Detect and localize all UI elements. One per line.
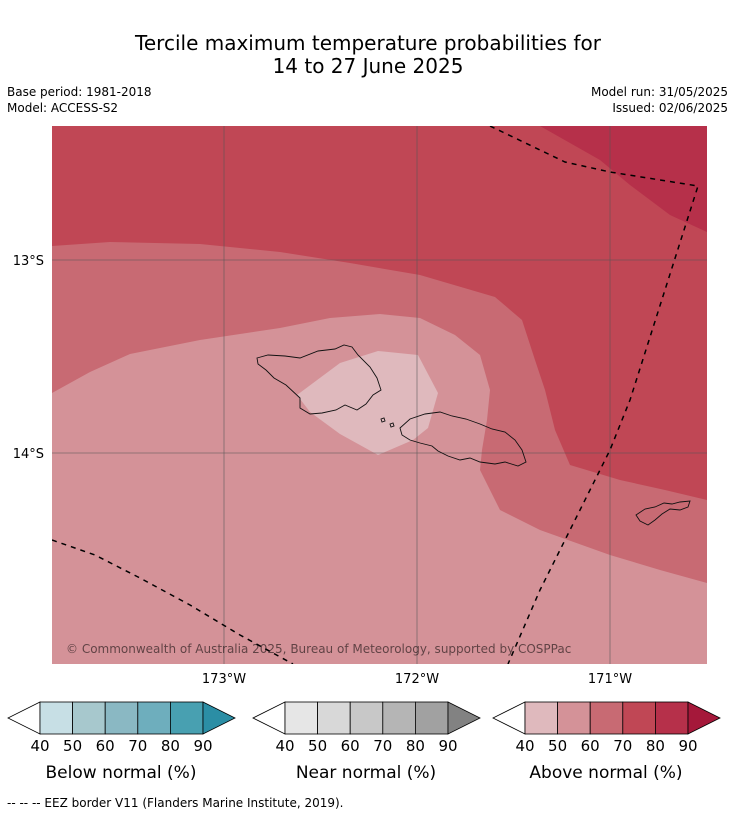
legend-near-swatch [317, 701, 351, 735]
legend-near-tick: 60 [341, 737, 360, 755]
legend-below-arrow-left [7, 701, 41, 735]
model-run: Model run: 31/05/2025 [590, 85, 728, 99]
legend-above-caption: Above normal (%) [529, 763, 682, 783]
legend-above-tick: 40 [515, 737, 534, 755]
upolu-island [399, 411, 527, 467]
prob-band-50-60 [52, 314, 707, 664]
tutuila-island [635, 500, 691, 526]
lat-label-14s: 14°S [13, 447, 44, 462]
legend-below-tick: 90 [193, 737, 212, 755]
legend-above-tick: 80 [646, 737, 665, 755]
legend-above-tick: 70 [613, 737, 632, 755]
legend-near-arrow-right [447, 701, 481, 735]
legend-near-normal: 40 50 60 70 80 90 Near normal (%) [252, 701, 481, 783]
lon-label-172w: 172°W [395, 672, 439, 687]
legend-above-normal: 40 50 60 70 80 90 Above normal (%) [492, 701, 721, 783]
legend-near-arrow-left [252, 701, 286, 735]
legend-near-tick: 40 [275, 737, 294, 755]
legend-below-swatch [104, 701, 139, 735]
base-period: Base period: 1981-2018 [7, 85, 152, 99]
legend-near-tick: 80 [406, 737, 425, 755]
eez-border-southwest [52, 539, 294, 664]
lon-label-173w: 173°W [202, 672, 246, 687]
legend-below-tick: 80 [161, 737, 180, 755]
legend-below-tick: 70 [128, 737, 147, 755]
copyright-notice: © Commonwealth of Australia 2025, Bureau… [66, 642, 571, 656]
legend-near-tick: 90 [438, 737, 457, 755]
legend-above-swatch [557, 701, 591, 735]
legend-below-arrow-right [202, 701, 236, 735]
title-line-1: Tercile maximum temperature probabilitie… [135, 31, 601, 55]
lat-label-13s: 13°S [13, 254, 44, 269]
legend-above-tick: 50 [548, 737, 567, 755]
legend-below-swatch [72, 701, 106, 735]
legend-above-tick: 60 [581, 737, 600, 755]
manono-island [380, 417, 386, 423]
graticule [52, 126, 707, 664]
lon-label-171w: 171°W [588, 672, 632, 687]
title-line-2: 14 to 27 June 2025 [272, 54, 464, 78]
legend-near-swatch [414, 701, 449, 735]
legend-above-arrow-left [492, 701, 526, 735]
prob-band-80-90 [540, 126, 707, 232]
legend-above-swatch [589, 701, 624, 735]
legend-near-swatch [284, 701, 318, 735]
issued-date: Issued: 02/06/2025 [612, 101, 728, 115]
map-area: © Commonwealth of Australia 2025, Bureau… [52, 126, 707, 664]
legend-below-swatch [169, 701, 204, 735]
legend-above-tick: 90 [678, 737, 697, 755]
legend-above-swatch [622, 701, 656, 735]
apolima-island [389, 422, 395, 428]
eez-footnote: -- -- -- EEZ border V11 (Flanders Marine… [7, 796, 344, 810]
legend-above-swatch [524, 701, 558, 735]
legend-above-arrow-right [687, 701, 721, 735]
legend-below-tick: 40 [30, 737, 49, 755]
legend-below-caption: Below normal (%) [46, 763, 197, 783]
legend-below-swatch [39, 701, 73, 735]
savaii-island [256, 344, 382, 415]
prob-band-40-50 [297, 351, 438, 455]
model-name: Model: ACCESS-S2 [7, 101, 119, 115]
legend-below-swatch [137, 701, 171, 735]
legend-below-tick: 50 [63, 737, 82, 755]
legend-near-caption: Near normal (%) [296, 763, 436, 783]
legend-above-swatch [655, 701, 689, 735]
legend-near-swatch [382, 701, 416, 735]
legend-near-swatch [349, 701, 384, 735]
legend-below-normal: 40 50 60 70 80 90 Below normal (%) [7, 701, 236, 783]
legend-near-tick: 50 [308, 737, 327, 755]
eez-border-east [489, 126, 699, 664]
legend-near-tick: 70 [373, 737, 392, 755]
coastlines [256, 344, 691, 526]
legend-below-tick: 60 [96, 737, 115, 755]
eez-border [52, 126, 699, 664]
